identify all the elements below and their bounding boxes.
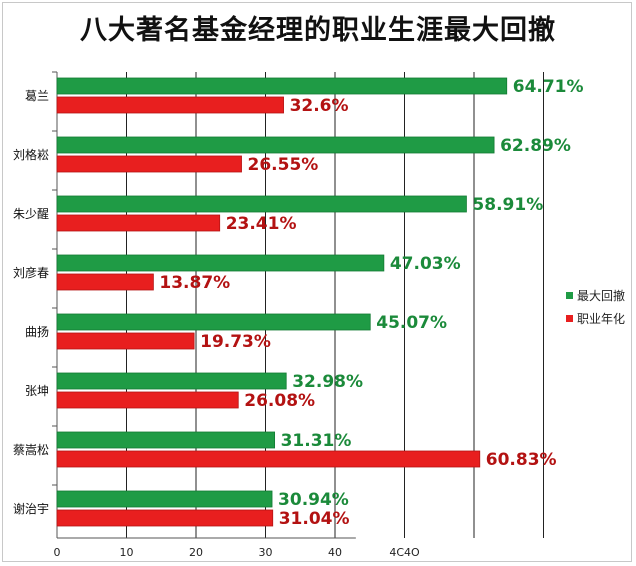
- category-label: 蔡嵩松: [13, 443, 49, 457]
- bar: [56, 509, 274, 527]
- data-label: 26.55%: [248, 155, 319, 175]
- category-label: 葛兰: [25, 89, 49, 103]
- legend: 最大回撤 职业年化: [566, 288, 625, 334]
- data-label: 58.91%: [472, 195, 543, 215]
- bar: [56, 96, 284, 114]
- bar: [56, 254, 385, 272]
- legend-swatch-drawdown: [566, 291, 573, 299]
- bar: [56, 214, 221, 232]
- x-tick-label: 10: [120, 546, 134, 559]
- category-label: 刘格崧: [13, 147, 49, 162]
- bar: [56, 372, 287, 390]
- data-label: 62.89%: [500, 136, 571, 156]
- bar: [56, 77, 508, 95]
- category-label: 刘彦春: [13, 265, 49, 280]
- data-label: 23.41%: [226, 214, 297, 234]
- data-label: 32.98%: [292, 372, 363, 392]
- legend-label-drawdown: 最大回撤: [577, 288, 626, 303]
- bar: [56, 391, 239, 409]
- data-label: 31.31%: [281, 431, 352, 451]
- category-label: 张坤: [25, 383, 49, 398]
- x-tick-label: 30: [259, 546, 273, 559]
- data-label: 60.83%: [486, 450, 557, 470]
- bar: [56, 195, 467, 213]
- bar: [56, 450, 481, 468]
- category-label: 曲扬: [25, 324, 49, 339]
- bar: [56, 431, 276, 449]
- x-tick-label: 0: [54, 546, 61, 559]
- bar: [56, 490, 273, 508]
- chart-title: 八大著名基金经理的职业生涯最大回撤: [80, 15, 556, 46]
- data-label: 30.94%: [278, 490, 349, 510]
- data-label: 19.73%: [200, 332, 271, 352]
- bar: [56, 273, 154, 291]
- legend-item-drawdown: 最大回撤: [566, 288, 626, 303]
- category-label: 朱少醒: [13, 207, 49, 221]
- bar: [56, 313, 371, 331]
- data-label: 13.87%: [159, 273, 230, 293]
- legend-label-annual: 职业年化: [577, 311, 626, 326]
- x-tick-label: 40: [328, 546, 342, 559]
- data-label: 47.03%: [390, 254, 461, 274]
- data-label: 31.04%: [279, 509, 350, 529]
- data-label: 26.08%: [244, 391, 315, 411]
- bar: [56, 136, 495, 154]
- bar: [56, 155, 242, 173]
- legend-swatch-annual: [566, 314, 573, 322]
- data-label: 32.6%: [290, 96, 349, 116]
- x-tick-label: 20: [189, 546, 203, 559]
- data-label: 45.07%: [376, 313, 447, 333]
- category-label: 谢治宇: [13, 501, 49, 516]
- x-tick-label: 4C4O: [389, 546, 420, 559]
- legend-item-annual: 职业年化: [566, 311, 626, 326]
- data-label: 64.71%: [513, 77, 584, 97]
- bar: [56, 332, 195, 350]
